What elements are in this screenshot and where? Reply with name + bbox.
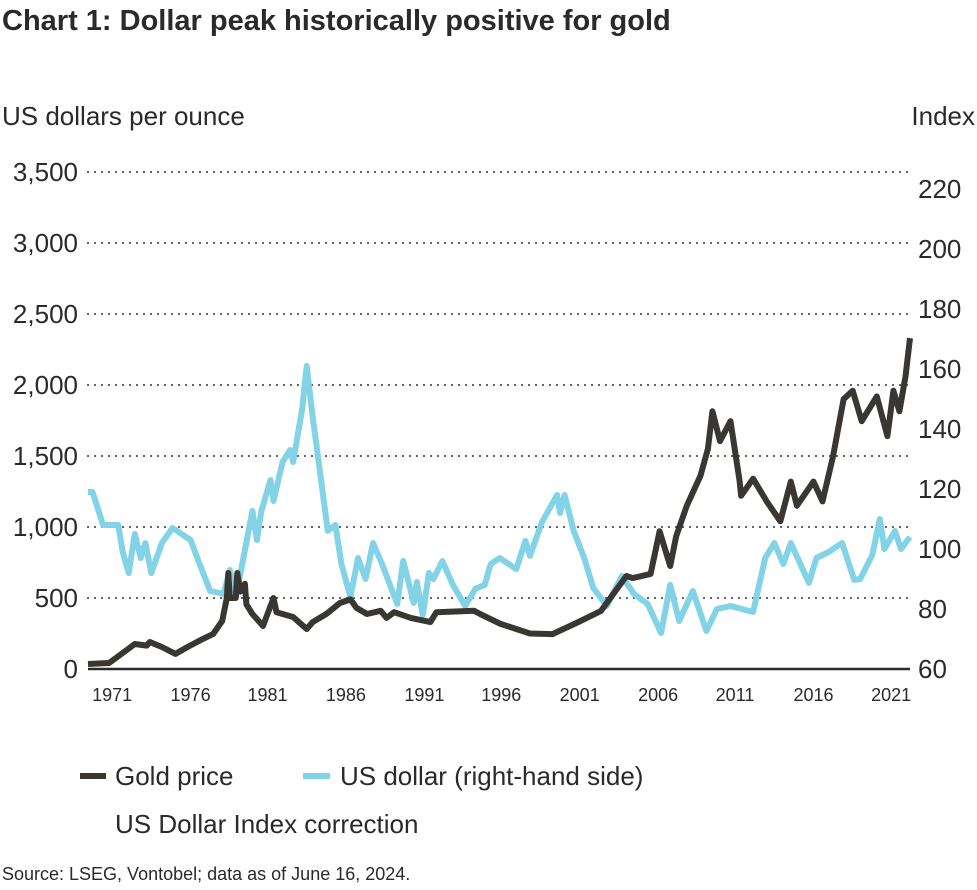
legend-label-dollar: US dollar (right-hand side) — [340, 761, 643, 791]
left-axis-label: US dollars per ounce — [2, 101, 245, 131]
right-axis-ticks: 60 80 100 120 140 160 180 200 220 — [918, 174, 961, 684]
x-tick-label: 2021 — [871, 685, 911, 705]
right-tick-label: 220 — [918, 174, 961, 204]
left-axis-ticks: 0 500 1,000 1,500 2,000 2,500 3,000 3,500 — [13, 157, 78, 684]
left-tick-label: 1,000 — [13, 512, 78, 542]
right-tick-label: 60 — [918, 654, 947, 684]
x-tick-label: 2006 — [638, 685, 678, 705]
series-lines — [87, 337, 913, 667]
right-tick-label: 120 — [918, 474, 961, 504]
left-tick-label: 3,500 — [13, 157, 78, 187]
x-axis-ticks: 1971 1976 1981 1986 1991 1996 2001 2006 2011 2016… — [92, 685, 911, 705]
right-axis-label: Index — [911, 101, 975, 131]
left-tick-label: 1,500 — [13, 441, 78, 471]
left-tick-label: 3,000 — [13, 228, 78, 258]
x-tick-label: 1971 — [92, 685, 132, 705]
x-tick-label: 1991 — [404, 685, 444, 705]
chart-title: Chart 1: Dollar peak historically positi… — [2, 5, 671, 37]
annotation: US Dollar Index correction — [115, 809, 418, 839]
right-tick-label: 80 — [918, 594, 947, 624]
right-tick-label: 160 — [918, 354, 961, 384]
x-tick-label: 1986 — [326, 685, 366, 705]
right-tick-label: 200 — [918, 234, 961, 264]
left-tick-label: 2,500 — [13, 299, 78, 329]
left-tick-label: 2,000 — [13, 370, 78, 400]
x-tick-label: 1981 — [247, 685, 287, 705]
gold-price-line — [87, 337, 913, 667]
x-tick-label: 1996 — [481, 685, 521, 705]
x-tick-label: 1976 — [171, 685, 211, 705]
right-tick-label: 140 — [918, 414, 961, 444]
x-tick-label: 2011 — [716, 685, 755, 705]
legend-label-gold: Gold price — [115, 761, 234, 791]
us-dollar-line — [88, 363, 913, 636]
left-tick-label: 500 — [35, 583, 78, 613]
right-tick-label: 100 — [918, 534, 961, 564]
x-tick-label: 2001 — [560, 685, 600, 705]
left-tick-label: 0 — [64, 654, 78, 684]
source-note: Source: LSEG, Vontobel; data as of June … — [2, 864, 410, 884]
right-tick-label: 180 — [918, 294, 961, 324]
x-tick-label: 2016 — [793, 685, 833, 705]
gridlines — [87, 171, 911, 599]
